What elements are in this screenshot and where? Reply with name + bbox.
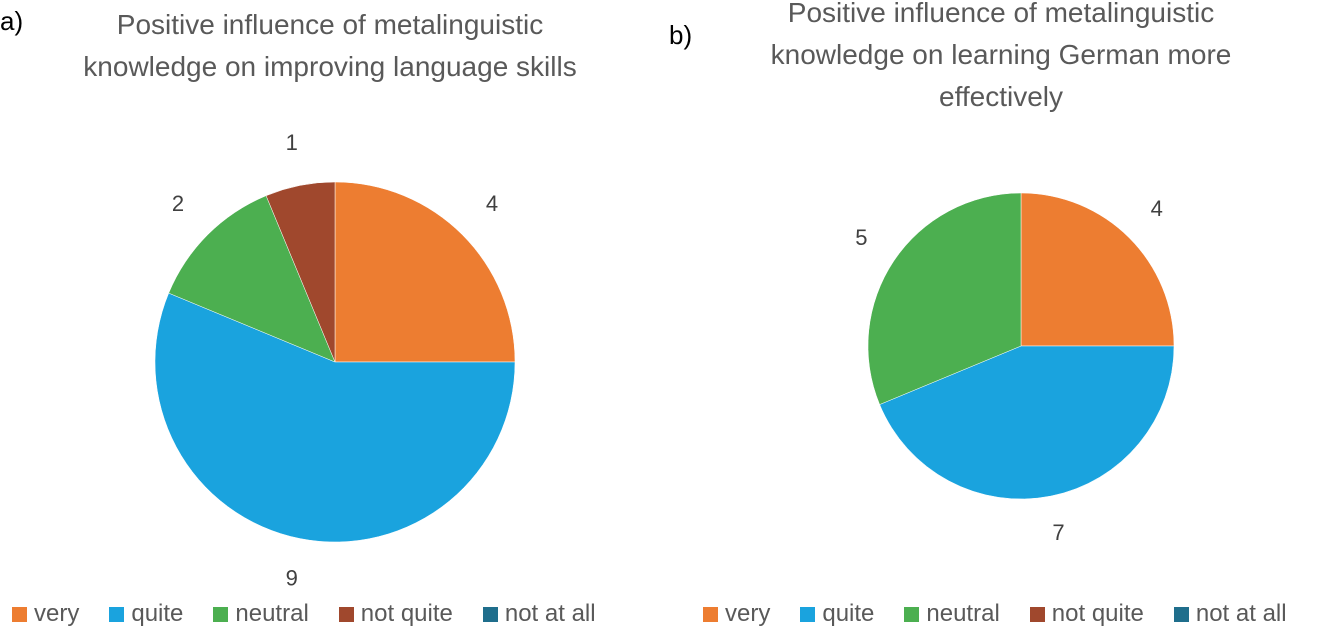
legend-item: not quite [1029, 600, 1144, 628]
chart-title-line: Positive influence of metalinguistic [787, 0, 1215, 28]
legend-swatch [482, 606, 498, 622]
legend-label: not at all [1195, 600, 1287, 627]
data-label: 7 [1052, 520, 1064, 545]
legend-swatch [1173, 606, 1189, 622]
data-label: 9 [286, 566, 298, 591]
pie-slice-very [1020, 192, 1175, 347]
pie-chart: 4 7 5 [855, 192, 1175, 545]
chart-title-line: knowledge on learning German more [770, 39, 1232, 70]
legend-item: not at all [1173, 600, 1287, 628]
legend-label: very [725, 600, 771, 627]
pie-slice-quite [154, 292, 516, 543]
legend-item: neutral [904, 600, 1000, 628]
chart-panel-a: a) Positive influence of metalinguistic … [0, 0, 661, 631]
legend-label: neutral [235, 600, 309, 627]
pie-slice-neutral [867, 192, 1022, 405]
legend-item: quite [109, 600, 183, 628]
legend-label: not quite [1051, 600, 1144, 627]
chart-title: Positive influence of metalinguistic kno… [691, 0, 1311, 118]
legend-label: not quite [360, 600, 453, 627]
pie-slice-neutral [168, 195, 336, 363]
pie-slice-not-quite [265, 181, 336, 363]
data-label: 4 [1151, 196, 1163, 221]
legend-swatch [1029, 606, 1045, 622]
panel-label: a) [0, 6, 24, 36]
chart-panel-b: b) Positive influence of metalinguistic … [661, 0, 1323, 631]
legend-swatch [12, 606, 27, 622]
data-label: 4 [486, 191, 498, 216]
legend-item: neutral [213, 600, 309, 628]
legend: very quite neutral not quite not at all [12, 600, 626, 628]
panel-label: b) [669, 20, 693, 50]
legend-swatch [800, 606, 816, 622]
legend-swatch [109, 606, 125, 622]
legend-item: very [12, 600, 79, 628]
legend-label: not at all [504, 600, 596, 627]
legend-swatch [904, 606, 920, 622]
data-label: 5 [855, 225, 867, 250]
legend-label: quite [131, 600, 184, 627]
legend-item: very [703, 600, 770, 628]
legend-swatch [703, 606, 718, 622]
data-label: 1 [286, 130, 298, 155]
chart-title: Positive influence of metalinguistic kno… [10, 4, 650, 88]
legend-label: quite [822, 600, 875, 627]
legend-label: neutral [926, 600, 1000, 627]
pie-slice-quite [879, 345, 1175, 500]
pie-chart: 4 9 2 1 [154, 130, 516, 591]
pie-slice-very [334, 181, 516, 363]
chart-title-line: knowledge on improving language skills [83, 51, 577, 82]
legend: very quite neutral not quite not at all [703, 600, 1317, 628]
legend-swatch [338, 606, 354, 622]
legend-item: quite [800, 600, 874, 628]
chart-title-line: Positive influence of metalinguistic [116, 9, 544, 40]
legend-item: not at all [482, 600, 596, 628]
legend-swatch [213, 606, 229, 622]
legend-label: very [34, 600, 80, 627]
legend-item: not quite [338, 600, 453, 628]
data-label: 2 [172, 191, 184, 216]
chart-title-line: effectively [939, 81, 1063, 112]
